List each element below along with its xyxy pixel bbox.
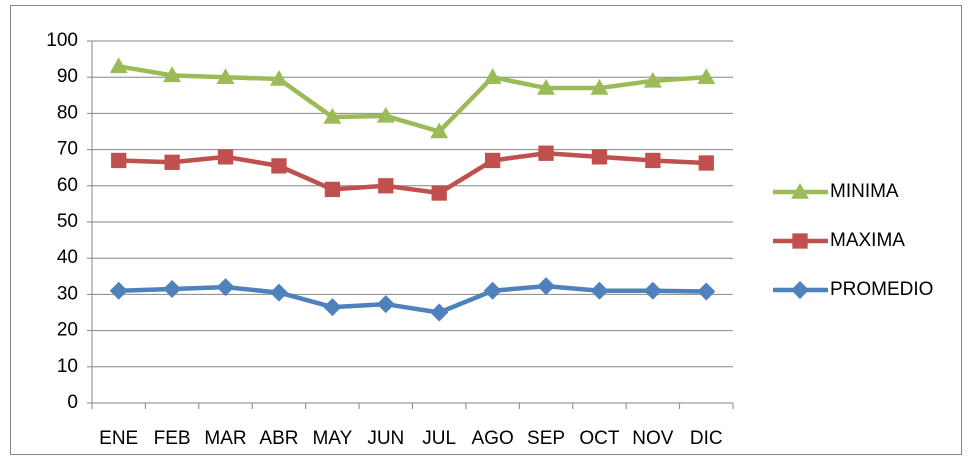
x-tick-label: SEP [527,428,565,449]
marker [323,108,342,124]
marker [538,145,554,161]
y-tick-label: 50 [57,211,78,232]
y-tick-label: 70 [57,139,78,160]
legend-label: MINIMA [830,181,899,202]
marker [376,295,395,314]
y-tick-label: 60 [57,175,78,196]
marker [483,68,502,84]
y-tick-label: 100 [46,30,78,51]
marker [378,178,394,194]
legend-label: MAXIMA [830,230,905,251]
marker [324,181,341,198]
marker [109,281,128,300]
marker [111,152,127,169]
marker [109,57,128,74]
marker [697,68,716,84]
x-tick-label: DIC [690,428,723,449]
marker [484,152,501,169]
x-tick-label: NOV [632,428,674,449]
marker [164,154,180,170]
x-tick-label: JUN [367,428,404,449]
marker [791,183,809,199]
legend-label: PROMEDIO [830,279,933,300]
marker [323,298,342,317]
marker [792,233,808,249]
series-line [118,64,707,134]
marker [698,155,714,171]
y-tick-label: 80 [57,102,78,123]
y-tick-label: 0 [67,392,78,413]
x-tick-label: MAR [204,428,246,449]
marker [590,281,609,300]
marker [376,106,395,123]
marker [163,279,182,298]
x-tick-label: JUL [422,428,456,449]
marker [269,70,288,86]
marker [430,122,449,139]
x-tick-label: AGO [472,428,514,449]
marker [269,283,288,302]
y-tick-label: 30 [57,283,78,304]
marker [430,303,449,322]
x-tick-label: FEB [154,428,191,449]
marker [271,158,287,174]
marker [537,79,556,95]
marker [590,79,609,95]
x-tick-label: ABR [259,428,298,449]
marker [697,282,716,301]
marker [216,68,235,84]
x-tick-label: MAY [312,428,352,449]
marker [431,185,447,201]
y-tick-label: 10 [57,356,78,377]
marker [217,149,234,165]
marker [643,71,662,88]
marker [163,66,182,83]
y-tick-label: 90 [57,66,78,87]
series-line [118,150,707,196]
marker [643,281,662,300]
x-tick-label: OCT [579,428,620,449]
marker [483,281,502,300]
marker [591,149,608,165]
marker [216,278,235,297]
marker [537,277,556,296]
marker [791,281,809,299]
y-tick-label: 20 [57,320,78,341]
x-tick-label: ENE [99,428,138,449]
marker [645,152,661,169]
y-tick-label: 40 [57,247,78,268]
